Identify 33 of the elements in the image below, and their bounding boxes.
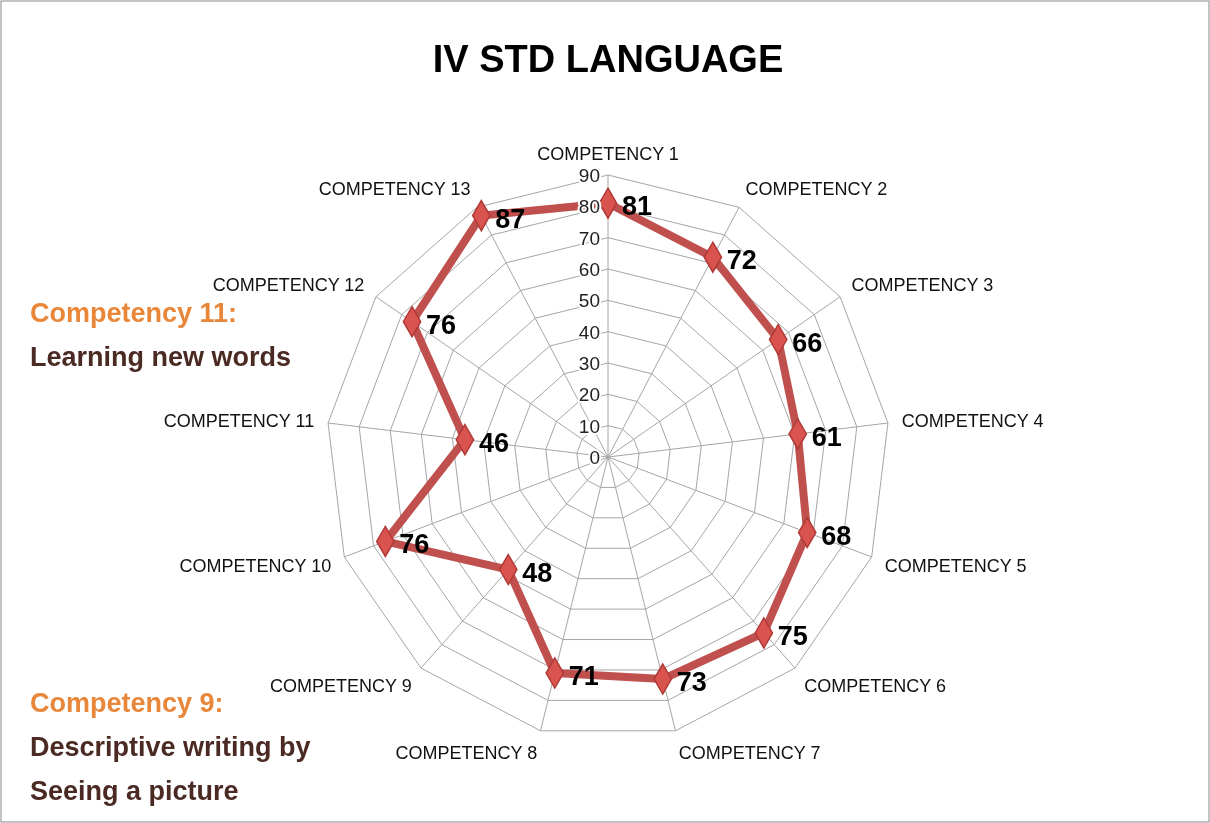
y-tick-label: 60: [578, 259, 600, 280]
spoke-label: COMPETENCY 5: [884, 555, 1027, 576]
data-label: 75: [777, 620, 808, 651]
spoke-label: COMPETENCY 2: [745, 178, 888, 199]
y-tick-label: 70: [578, 227, 600, 249]
data-label: 81: [622, 191, 653, 222]
y-tick-label: 10: [578, 415, 600, 437]
data-label: 61: [811, 421, 842, 452]
data-label: 48: [522, 557, 553, 588]
y-tick-label: 90: [578, 165, 600, 186]
spoke-label: COMPETENCY 13: [318, 178, 471, 199]
data-label: 72: [726, 245, 757, 276]
data-label: 73: [676, 667, 707, 698]
spoke-label: COMPETENCY 8: [395, 743, 538, 764]
spoke-label: COMPETENCY 10: [179, 555, 332, 576]
y-tick-label: 40: [578, 321, 600, 343]
data-label: 68: [821, 520, 852, 551]
data-label: 66: [792, 327, 823, 358]
y-tick-label: 0: [589, 447, 600, 468]
spoke-label: COMPETENCY 3: [851, 275, 994, 296]
spoke-label: COMPETENCY 12: [212, 275, 365, 296]
y-tick-label: 30: [578, 353, 600, 374]
spoke-label: COMPETENCY 11: [163, 411, 315, 432]
spoke-label: COMPETENCY 7: [678, 743, 821, 764]
text: Competency 11: Learning new words: [30, 298, 292, 372]
chart-title: IV STD LANGUAGE: [432, 38, 784, 80]
y-tick-label: 20: [578, 384, 600, 406]
data-label: 46: [478, 427, 509, 458]
spoke-label: COMPETENCY 6: [804, 675, 946, 696]
data-label: 76: [426, 309, 457, 340]
spoke-label: COMPETENCY 1: [537, 144, 679, 164]
spoke-label: COMPETENCY 4: [901, 411, 1044, 432]
y-tick-label: 50: [578, 290, 600, 312]
